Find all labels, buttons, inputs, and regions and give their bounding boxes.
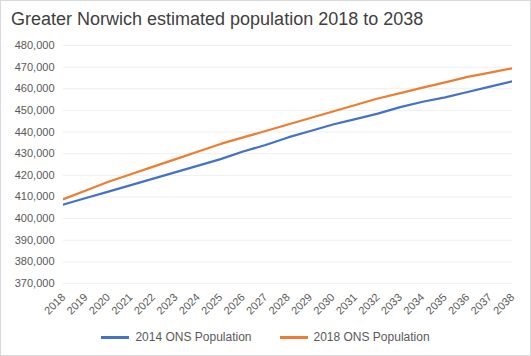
html-text:2014 ONS Population: 2014 ONS Population — [135, 330, 252, 344]
svg-text:2025: 2025 — [199, 291, 225, 317]
svg-text:2018: 2018 — [42, 291, 68, 317]
svg-text:410,000: 410,000 — [15, 190, 55, 202]
svg-text:2024: 2024 — [176, 291, 202, 317]
svg-text:2023: 2023 — [154, 291, 180, 317]
svg-text:2030: 2030 — [311, 291, 337, 317]
svg-text:440,000: 440,000 — [15, 126, 55, 138]
svg-text:2021: 2021 — [109, 291, 135, 317]
svg-text:2029: 2029 — [289, 291, 315, 317]
svg-text:2028: 2028 — [266, 291, 292, 317]
svg-text:2034: 2034 — [401, 291, 427, 317]
svg-text:460,000: 460,000 — [15, 82, 55, 94]
svg-text:480,000: 480,000 — [15, 39, 55, 51]
svg-text:2026: 2026 — [221, 291, 247, 317]
svg-text:380,000: 380,000 — [15, 255, 55, 267]
svg-text:2020: 2020 — [87, 291, 113, 317]
svg-text:450,000: 450,000 — [15, 104, 55, 116]
svg-text:2037: 2037 — [468, 291, 494, 317]
svg-text:420,000: 420,000 — [15, 169, 55, 181]
svg-text:2032: 2032 — [356, 291, 382, 317]
html-text:2018 ONS Population: 2018 ONS Population — [313, 330, 430, 344]
svg-text:390,000: 390,000 — [15, 234, 55, 246]
svg-text:2031: 2031 — [333, 291, 359, 317]
svg-text:2022: 2022 — [131, 291, 157, 317]
svg-text:2036: 2036 — [446, 291, 472, 317]
svg-text:430,000: 430,000 — [15, 147, 55, 159]
svg-text:370,000: 370,000 — [15, 277, 55, 289]
svg-text:470,000: 470,000 — [15, 61, 55, 73]
svg-text:2027: 2027 — [244, 291, 270, 317]
html-text:Greater Norwich estimated popu: Greater Norwich estimated population 201… — [11, 9, 424, 29]
svg-text:2035: 2035 — [423, 291, 449, 317]
svg-text:2038: 2038 — [491, 291, 517, 317]
svg-text:2019: 2019 — [64, 291, 90, 317]
svg-text:400,000: 400,000 — [15, 212, 55, 224]
svg-text:2033: 2033 — [378, 291, 404, 317]
